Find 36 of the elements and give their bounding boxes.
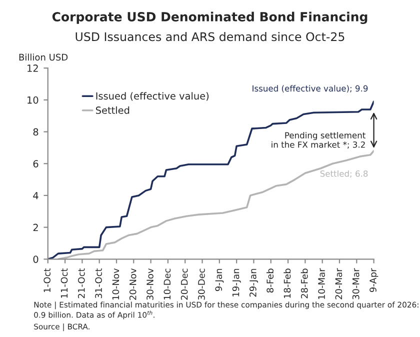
- y-tick-label: 8: [33, 128, 38, 136]
- y-tick-label: 0: [33, 256, 38, 263]
- annotation: Issued (effective value); 9.9: [252, 85, 368, 93]
- x-tick-label: 10-Mar: [318, 268, 325, 299]
- y-axis-title: Billion USD: [19, 54, 68, 61]
- x-tick-label: 21-Oct: [78, 268, 85, 298]
- y-tick-label: 2: [33, 224, 38, 231]
- x-tick-label: 18-Feb: [284, 268, 291, 298]
- x-tick-label: 9-Jan: [215, 268, 224, 292]
- x-tick-label: 28-Feb: [300, 268, 308, 298]
- x-tick-label: 9-Apr: [370, 268, 378, 292]
- x-tick-label: 30-Nov: [146, 268, 154, 300]
- x-tick-label: 30-Dec: [198, 268, 205, 300]
- x-tick-label: 31-Oct: [95, 268, 102, 298]
- x-tick-label: 20-Nov: [129, 268, 136, 300]
- x-tick-label: 1-Oct: [44, 268, 50, 292]
- legend-label: Settled: [96, 106, 130, 114]
- line-series: [57, 150, 374, 260]
- y-tick-label: 4: [33, 192, 38, 200]
- chart-subtitle: USD Issuances and ARS demand since Oct-25: [76, 32, 344, 42]
- x-tick-label: 19-Jan: [232, 268, 241, 296]
- x-tick-label: 10-Dec: [164, 268, 171, 300]
- annotation: Settled; 6.8: [320, 170, 368, 178]
- legend-label: Issued (effective value): [96, 92, 209, 101]
- x-tick-label: 11-Oct: [60, 268, 68, 298]
- x-tick-label: 20-Dec: [180, 268, 188, 300]
- annotation: Pending settlement in the FX market *; 3.2: [272, 132, 366, 149]
- x-tick-label: 8-Feb: [266, 268, 274, 293]
- chart-title: Corporate USD Denominated Bond Financing: [52, 12, 368, 24]
- y-tick-label: 10: [28, 96, 38, 104]
- x-tick-label: 30-Mar: [352, 268, 360, 300]
- x-tick-label: 29-Jan: [250, 268, 258, 297]
- y-tick-label: 12: [28, 64, 38, 72]
- y-tick-label: 6: [33, 160, 38, 168]
- x-tick-label: 10-Nov: [112, 268, 120, 300]
- x-tick-label: 20-Mar: [335, 268, 342, 300]
